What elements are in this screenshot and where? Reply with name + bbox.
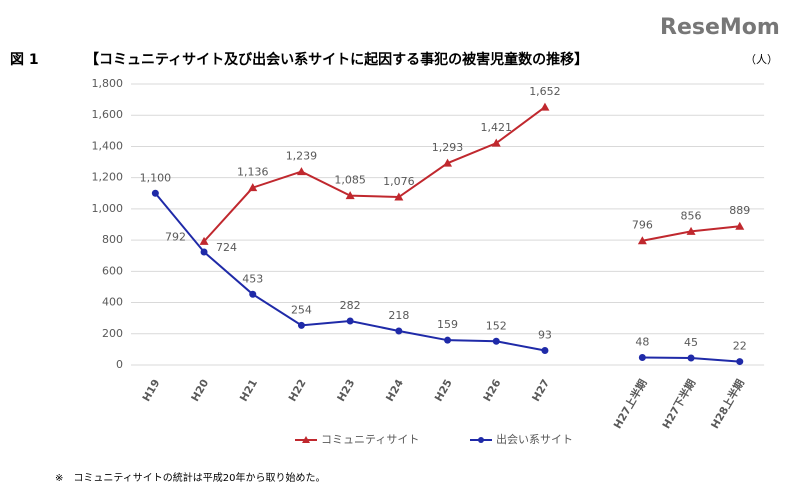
marker	[736, 358, 744, 366]
data-label: 45	[684, 336, 698, 349]
marker	[199, 236, 209, 245]
x-tick-label: H28上半期	[708, 377, 747, 431]
figure-label: 図 1	[10, 52, 39, 68]
data-label: 48	[635, 336, 649, 349]
marker	[444, 336, 452, 344]
data-label: 1,239	[286, 150, 318, 163]
marker	[638, 354, 646, 362]
data-label: 889	[729, 204, 750, 217]
x-tick-label: H26	[481, 377, 503, 403]
y-tick-label: 200	[102, 327, 123, 340]
x-tick-label: H24	[384, 377, 406, 403]
marker	[637, 236, 647, 245]
data-label: 282	[340, 299, 361, 312]
y-tick-label: 600	[102, 264, 123, 277]
data-label: 453	[242, 272, 263, 285]
x-tick-label: H19	[140, 377, 162, 403]
data-label: 22	[733, 340, 747, 353]
marker	[151, 189, 159, 197]
marker	[248, 183, 258, 192]
marker	[249, 290, 257, 298]
y-tick-label: 0	[116, 358, 123, 371]
marker	[540, 102, 550, 111]
marker	[346, 317, 354, 325]
watermark: ReseMom	[660, 15, 780, 40]
x-tick-label: H27下半期	[660, 377, 699, 431]
x-tick-label: H22	[287, 377, 309, 403]
marker	[394, 192, 404, 201]
data-label: 1,100	[140, 171, 172, 184]
y-tick-label: 1,400	[92, 139, 124, 152]
marker	[686, 226, 696, 235]
data-label: 1,136	[237, 166, 269, 179]
unit-label: （人）	[745, 53, 778, 66]
data-label: 254	[291, 303, 312, 316]
marker	[345, 191, 355, 200]
x-tick-label: H20	[189, 377, 211, 403]
chart-title: 【コミュニティサイト及び出会い系サイトに起因する事犯の被害児童数の推移】	[85, 51, 588, 68]
marker	[200, 248, 208, 256]
footnote: ※ コミュニティサイトの統計は平成20年から取り始めた。	[55, 471, 326, 484]
y-tick-label: 400	[102, 296, 123, 309]
data-label: 218	[388, 309, 409, 322]
y-tick-label: 1,200	[92, 171, 124, 184]
series-line	[203, 106, 740, 243]
x-tick-label: H27上半期	[611, 377, 650, 431]
data-label: 856	[681, 209, 702, 222]
marker	[297, 321, 305, 329]
marker	[296, 167, 306, 176]
data-label: 796	[632, 219, 653, 232]
legend-label: コミュニティサイト	[321, 433, 419, 446]
legend-label: 出会い系サイト	[496, 432, 573, 446]
marker	[443, 158, 453, 167]
legend-marker	[302, 436, 310, 443]
data-label: 1,652	[529, 85, 561, 98]
y-tick-label: 1,600	[92, 108, 124, 121]
y-tick-label: 800	[102, 233, 123, 246]
data-label: 724	[216, 241, 237, 254]
marker	[491, 138, 501, 147]
x-tick-label: H25	[433, 377, 455, 403]
x-tick-label: H27	[530, 377, 552, 403]
data-label: 1,421	[481, 121, 513, 134]
data-label: 152	[486, 319, 507, 332]
x-tick-label: H23	[335, 377, 357, 403]
data-label: 93	[538, 328, 552, 341]
x-tick-label: H21	[238, 377, 260, 403]
marker	[492, 337, 500, 345]
data-label: 1,293	[432, 141, 464, 154]
legend-marker	[478, 437, 484, 443]
data-label: 792	[165, 230, 186, 243]
data-label: 1,085	[334, 174, 366, 187]
data-label: 159	[437, 318, 458, 331]
marker	[541, 346, 549, 354]
y-tick-label: 1,000	[92, 202, 124, 215]
marker	[735, 221, 745, 230]
y-tick-label: 1,800	[92, 77, 124, 90]
data-label: 1,076	[383, 175, 415, 188]
marker	[687, 354, 695, 362]
marker	[395, 327, 403, 335]
